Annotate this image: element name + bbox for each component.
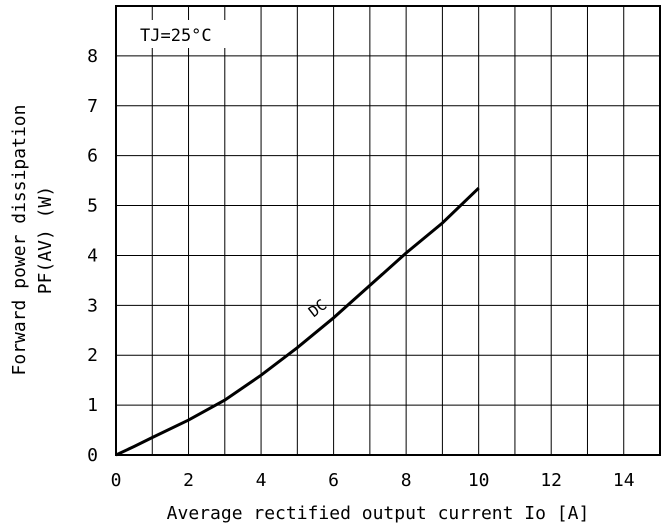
y-tick-label: 2 xyxy=(87,345,98,366)
y-axis-label-line1: Forward power dissipation xyxy=(9,105,30,376)
x-tick-label: 0 xyxy=(111,470,122,491)
x-tick-label: 8 xyxy=(401,470,412,491)
x-tick-label: 14 xyxy=(613,470,635,491)
x-tick-label: 2 xyxy=(183,470,194,491)
annotation-background xyxy=(130,20,238,48)
y-tick-label: 8 xyxy=(87,46,98,67)
x-tick-labels: 0 2 4 6 8 10 12 14 xyxy=(111,470,635,491)
plot-frame xyxy=(115,5,661,456)
annotation-box: TJ=25°C xyxy=(130,20,238,48)
x-tick-label: 6 xyxy=(328,470,339,491)
x-tick-label: 10 xyxy=(468,470,490,491)
temperature-annotation: TJ=25°C xyxy=(140,26,212,46)
y-axis-label-line2: PF(AV) (W) xyxy=(35,186,56,294)
y-tick-label: 1 xyxy=(87,395,98,416)
grid-lines xyxy=(116,6,660,455)
y-tick-label: 5 xyxy=(87,196,98,217)
series-label-dc: DC xyxy=(305,296,330,321)
y-tick-label: 3 xyxy=(87,295,98,316)
x-tick-label: 12 xyxy=(540,470,562,491)
y-tick-label: 6 xyxy=(87,146,98,167)
series-line-dc xyxy=(115,187,480,457)
x-tick-label: 4 xyxy=(256,470,267,491)
y-tick-labels: 0 1 2 3 4 5 6 7 8 xyxy=(87,46,98,466)
y-tick-label: 0 xyxy=(87,445,98,466)
y-tick-label: 7 xyxy=(87,96,98,117)
x-axis-label: Average rectified output current Io [A] xyxy=(167,503,590,524)
y-tick-label: 4 xyxy=(87,245,98,266)
